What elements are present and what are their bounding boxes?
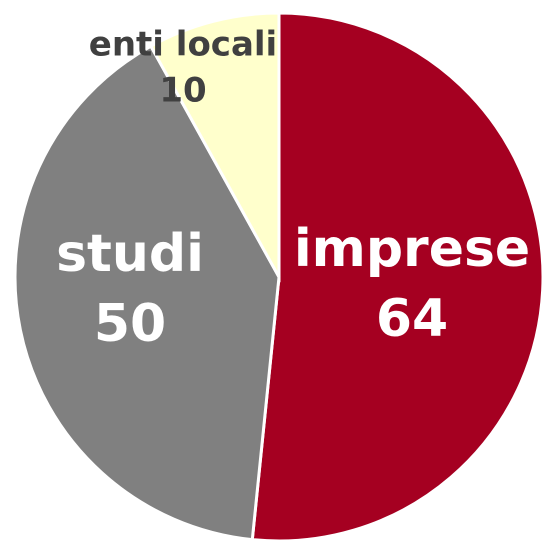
slice-value: 50 (94, 294, 166, 354)
slice-value: 10 (159, 71, 206, 111)
slice-value: 64 (376, 289, 448, 349)
slice-label: enti locali (89, 25, 277, 65)
pie-slice (148, 11, 281, 283)
pie-slice (13, 44, 281, 542)
pie-slice (250, 11, 545, 543)
slice-label: imprese (294, 219, 530, 279)
slice-label: studi (56, 224, 204, 284)
